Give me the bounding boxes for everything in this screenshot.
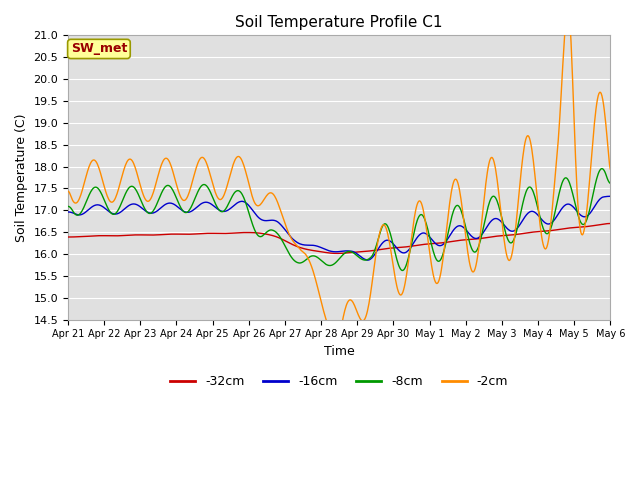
Text: SW_met: SW_met <box>71 42 127 56</box>
Legend: -32cm, -16cm, -8cm, -2cm: -32cm, -16cm, -8cm, -2cm <box>165 370 513 393</box>
Title: Soil Temperature Profile C1: Soil Temperature Profile C1 <box>236 15 443 30</box>
X-axis label: Time: Time <box>324 345 355 358</box>
Y-axis label: Soil Temperature (C): Soil Temperature (C) <box>15 113 28 242</box>
